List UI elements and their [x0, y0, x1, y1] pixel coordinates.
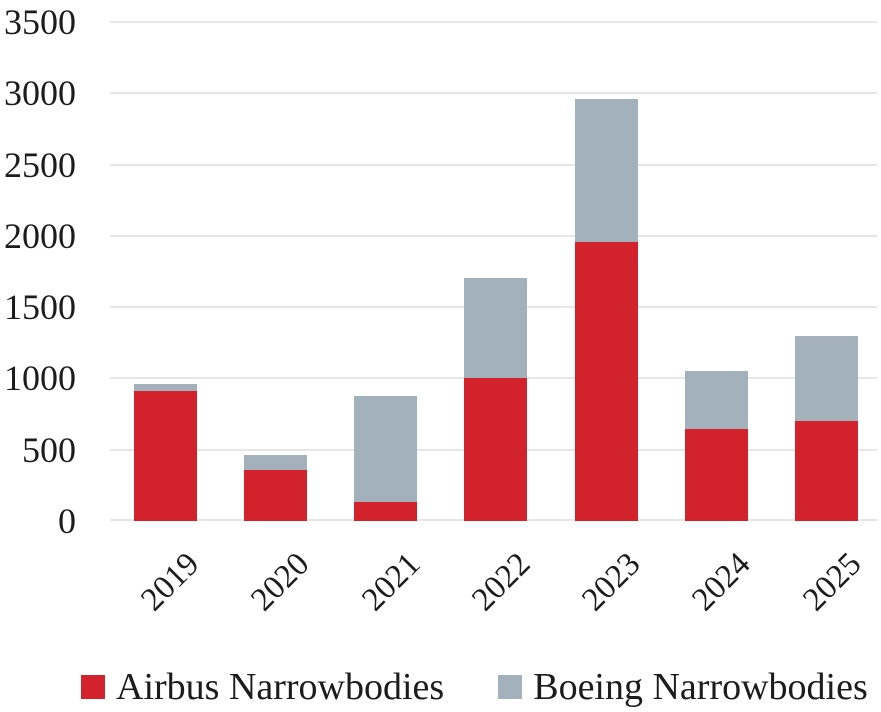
- y-tick-label: 1500: [4, 287, 76, 328]
- y-tick-label: 3000: [4, 73, 76, 114]
- bar-segment-2019-airbus: [133, 391, 197, 521]
- y-tick-label: 500: [22, 429, 76, 470]
- y-tick-label: 0: [58, 501, 76, 541]
- y-tick-label: 2500: [4, 144, 76, 185]
- legend-item-boeing: Boeing Narrowbodies: [498, 664, 868, 710]
- x-tick-label: 2020: [244, 546, 317, 619]
- bar-segment-2023-airbus: [574, 241, 638, 521]
- x-tick-label: 2021: [354, 546, 427, 619]
- bar-segment-2024-airbus: [684, 429, 748, 521]
- bar-segment-2024-boeing: [684, 370, 748, 430]
- y-tick-label: 3500: [4, 2, 76, 42]
- x-tick-label: 2022: [465, 546, 538, 619]
- bar-segment-2023-boeing: [574, 99, 638, 242]
- legend: Airbus Narrowbodies Boeing Narrowbodies: [81, 664, 868, 710]
- legend-label-airbus: Airbus Narrowbodies: [116, 666, 445, 708]
- gridline: [110, 21, 877, 23]
- gridline: [110, 234, 877, 237]
- bar-segment-2020-boeing: [243, 454, 307, 471]
- bar-segment-2025-airbus: [795, 421, 858, 521]
- y-tick-label: 2000: [4, 215, 76, 256]
- y-tick-label: 1000: [4, 358, 76, 399]
- bar-segment-2021-airbus: [354, 502, 417, 521]
- bar-segment-2022-airbus: [464, 377, 528, 521]
- plot-area: [110, 21, 877, 521]
- x-tick-label: 2019: [134, 546, 207, 619]
- bar-segment-2025-boeing: [795, 336, 858, 422]
- bar-segment-2019-boeing: [133, 384, 197, 392]
- legend-swatch-boeing: [498, 675, 523, 699]
- bar-segment-2022-boeing: [464, 277, 528, 378]
- gridline: [110, 163, 877, 166]
- legend-item-airbus: Airbus Narrowbodies: [81, 664, 444, 710]
- x-tick-label: 2024: [685, 546, 758, 619]
- bar-segment-2021-boeing: [354, 396, 417, 503]
- legend-swatch-airbus: [81, 675, 105, 699]
- x-tick-label: 2025: [795, 546, 868, 619]
- legend-label-boeing: Boeing Narrowbodies: [533, 666, 868, 708]
- gridline: [110, 92, 877, 95]
- x-tick-label: 2023: [575, 546, 648, 619]
- bar-segment-2020-airbus: [243, 470, 307, 521]
